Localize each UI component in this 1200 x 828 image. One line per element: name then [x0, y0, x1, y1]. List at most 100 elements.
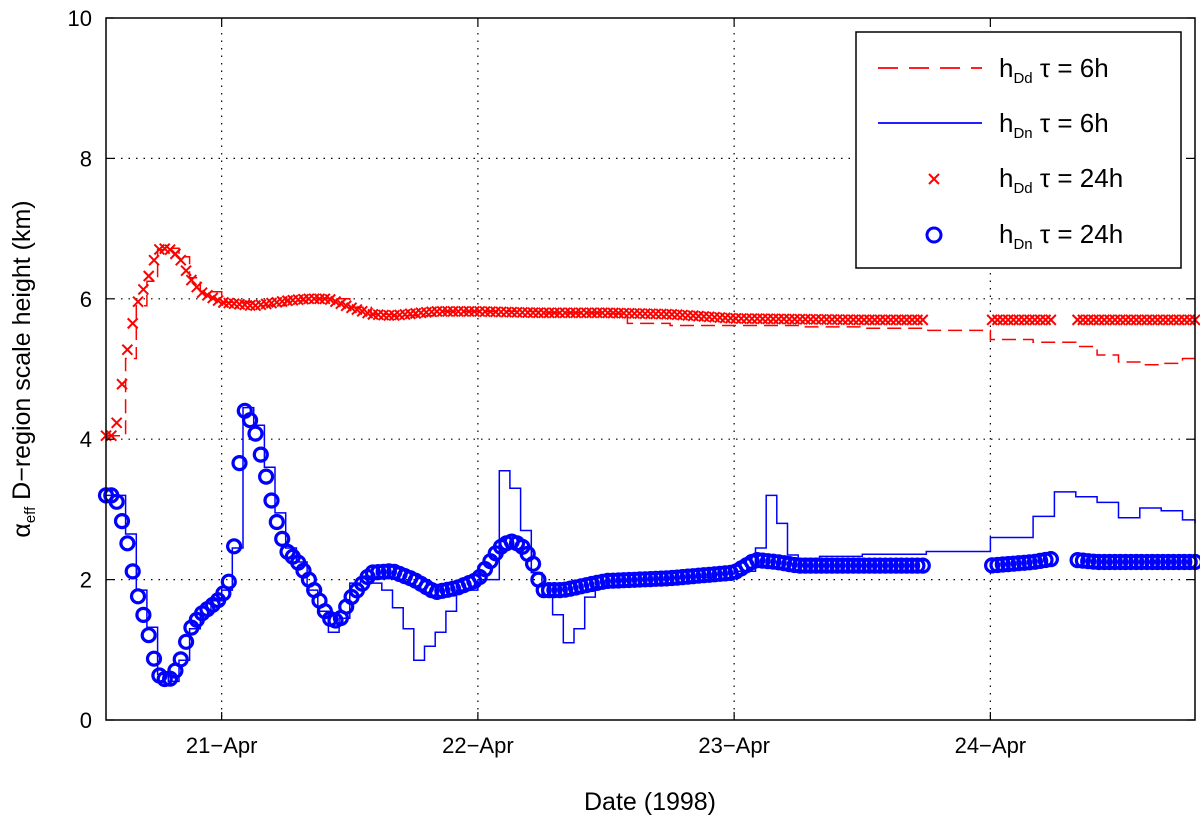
legend-item-hdd-6h: hDd τ = 6h [878, 53, 1109, 87]
marker-o-hdn-24h [247, 425, 264, 442]
y-axis-label-main: α [8, 523, 36, 537]
legend-label-main: h [999, 53, 1013, 83]
marker-o-hdn-24h [647, 570, 664, 587]
marker-o-hdn-24h [829, 557, 846, 574]
marker-o-hdn-24h [610, 572, 627, 589]
marker-o-hdn-24h [1122, 553, 1140, 571]
marker-o-hdn-24h [653, 570, 670, 587]
y-tick-label: 6 [80, 287, 92, 312]
marker-o-hdn-24h [620, 571, 638, 589]
marker-o-hdn-24h [866, 557, 883, 574]
legend-label-rest: τ = 24h [1033, 163, 1124, 193]
marker-o-hdn-24h [524, 555, 542, 572]
marker-o-hdn-24h [839, 557, 857, 574]
legend-label-sub: Dd [1013, 180, 1032, 197]
marker-x-hdd-24h [175, 254, 187, 266]
svg-text:hDd τ = 6h: hDd τ = 6h [999, 53, 1109, 87]
marker-o-hdn-24h [887, 557, 905, 574]
marker-o-hdn-24h [898, 557, 915, 574]
marker-x-hdd-24h [917, 314, 929, 326]
legend-label-sub: Dn [1013, 236, 1032, 253]
marker-o-hdn-24h [540, 581, 558, 599]
x-tick-label: 21−Apr [186, 733, 258, 758]
marker-o-hdn-24h [1090, 553, 1108, 571]
y-tick-label: 2 [80, 568, 92, 593]
series-layer [97, 243, 1200, 688]
marker-o-hdn-24h [882, 557, 899, 574]
y-axis-label: αeff D−region scale height (km) [8, 200, 39, 537]
marker-o-hdn-24h [845, 557, 862, 574]
legend-label-main: h [999, 219, 1013, 249]
marker-o-hdn-24h [119, 535, 136, 552]
plot-frame [105, 17, 1196, 721]
marker-o-hdn-24h [818, 557, 835, 574]
marker-o-hdn-24h [893, 557, 910, 574]
marker-o-hdn-24h [172, 651, 189, 668]
marker-o-hdn-24h [1181, 553, 1198, 571]
marker-o-hdn-24h [599, 572, 616, 590]
marker-o-hdn-24h [226, 538, 243, 555]
legend-item-hdn-24h: hDn τ = 24h [925, 219, 1123, 253]
marker-o-hdn-24h [1106, 553, 1124, 571]
marker-o-hdn-24h [983, 557, 1001, 574]
marker-o-hdn-24h [1154, 553, 1172, 571]
y-axis-label-sub: eff [22, 506, 39, 523]
marker-o-hdn-24h [1160, 553, 1177, 571]
marker-x-hdd-24h [180, 265, 192, 277]
legend-item-hdd-24h: hDd τ = 24h [928, 163, 1124, 197]
marker-x-hdd-24h [116, 378, 128, 390]
marker-x-hdd-24h [148, 254, 160, 266]
legend-label-main: h [999, 163, 1013, 193]
marker-o-hdn-24h [658, 570, 675, 587]
marker-o-hdn-24h [145, 650, 163, 667]
marker-x-hdd-24h [142, 270, 155, 282]
marker-o-hdn-24h [231, 455, 248, 472]
marker-o-hdn-24h [135, 606, 152, 624]
y-tick-label: 10 [68, 6, 92, 31]
marker-o-hdn-24h [903, 557, 921, 574]
marker-o-hdn-24h [807, 557, 825, 574]
marker-o-hdn-24h [124, 563, 141, 580]
marker-o-hdn-24h [364, 564, 381, 581]
marker-o-hdn-24h [156, 670, 173, 688]
marker-o-hdn-24h [268, 513, 285, 531]
svg-text:hDn τ = 6h: hDn τ = 6h [999, 108, 1109, 142]
marker-o-hdn-24h [850, 557, 867, 574]
marker-o-hdn-24h [258, 468, 275, 485]
x-tick-label: 24−Apr [955, 733, 1027, 758]
legend-label-sub: Dd [1013, 70, 1032, 87]
marker-o-hdn-24h [909, 557, 926, 574]
marker-o-hdn-24h [994, 556, 1011, 573]
legend-item-hdn-6h: hDn τ = 6h [878, 108, 1109, 142]
marker-o-hdn-24h [813, 557, 830, 574]
legend-swatch-x-marker [928, 173, 940, 185]
marker-o-hdn-24h [626, 571, 643, 588]
marker-x-hdd-24h [1045, 314, 1057, 326]
marker-o-hdn-24h [220, 573, 237, 590]
y-tick-label: 4 [80, 427, 92, 452]
marker-o-hdn-24h [871, 557, 889, 574]
marker-o-hdn-24h [1128, 553, 1145, 571]
marker-o-hdn-24h [108, 493, 125, 510]
marker-o-hdn-24h [1101, 553, 1118, 571]
marker-o-hdn-24h [802, 557, 819, 574]
marker-o-hdn-24h [1085, 553, 1102, 570]
legend-label-rest: τ = 6h [1033, 108, 1109, 138]
legend-label-rest: τ = 6h [1033, 53, 1109, 83]
marker-o-hdn-24h [1138, 553, 1156, 571]
marker-o-hdn-24h [1165, 553, 1182, 571]
legend-label-main: h [999, 108, 1013, 138]
legend-swatch-o-marker [925, 226, 943, 244]
marker-o-hdn-24h [1010, 555, 1027, 572]
marker-o-hdn-24h [855, 557, 873, 574]
marker-o-hdn-24h [914, 557, 931, 574]
marker-o-hdn-24h [1112, 553, 1129, 571]
marker-o-hdn-24h [1170, 553, 1188, 571]
marker-x-hdd-24h [110, 417, 123, 429]
ticks: 0 2 4 6 8 10 21−Apr 22−Apr 23−Apr 24−Apr [68, 6, 1195, 758]
marker-o-hdn-24h [637, 571, 654, 588]
marker-o-hdn-24h [546, 581, 563, 599]
marker-o-hdn-24h [274, 530, 291, 548]
marker-x-hdd-24h [132, 296, 144, 308]
x-tick-label: 23−Apr [698, 733, 770, 758]
